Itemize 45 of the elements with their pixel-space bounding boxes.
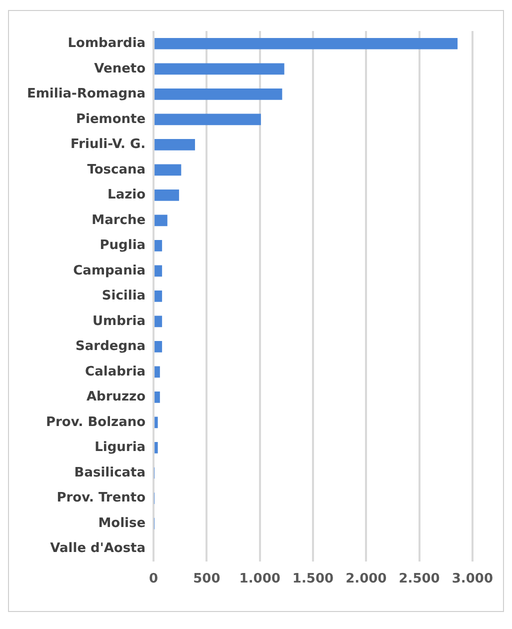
bar <box>154 114 261 126</box>
bar <box>154 442 158 454</box>
x-tick-label: 1.500 <box>292 572 334 587</box>
bar <box>154 316 162 328</box>
x-tick-label: 500 <box>193 572 220 587</box>
y-tick-label: Toscana <box>87 162 146 178</box>
x-tick-label: 1.000 <box>239 572 280 587</box>
x-tick-label: 0 <box>149 572 158 587</box>
bar <box>154 341 162 352</box>
y-tick-label: Prov. Trento <box>56 490 146 506</box>
y-tick-label: Prov. Bolzano <box>46 414 146 430</box>
bar <box>154 38 458 50</box>
y-tick-label: Marche <box>92 212 146 228</box>
y-tick-label: Sicilia <box>102 288 146 304</box>
bar <box>154 214 168 226</box>
y-tick-label: Piemonte <box>76 112 146 127</box>
x-tick-label: 2.000 <box>346 572 387 587</box>
bar <box>154 366 160 378</box>
bar <box>154 240 162 252</box>
bar <box>154 63 284 75</box>
y-tick-label: Veneto <box>94 61 146 76</box>
y-tick-label: Puglia <box>100 238 146 254</box>
x-tick-label: 3.000 <box>452 572 493 587</box>
bar <box>154 416 158 428</box>
y-tick-label: Sardegna <box>76 339 146 354</box>
y-tick-label: Lombardia <box>68 36 146 52</box>
y-tick-label: Molise <box>98 516 146 531</box>
bar <box>154 189 180 201</box>
y-tick-label: Valle d'Aosta <box>50 541 146 556</box>
y-tick-label: Calabria <box>85 364 146 380</box>
y-tick-label: Abruzzo <box>86 390 146 405</box>
y-tick-label: Liguria <box>94 440 146 456</box>
x-tick-label: 2.500 <box>398 572 440 587</box>
bar <box>154 290 162 302</box>
bar <box>154 138 196 150</box>
bar <box>154 265 162 277</box>
y-tick-label: Friuli-V. G. <box>70 137 146 152</box>
bar <box>154 164 182 176</box>
bar <box>154 88 282 100</box>
y-tick-label: Basilicata <box>74 465 146 480</box>
y-tick-label: Lazio <box>108 188 146 203</box>
y-tick-label: Emilia-Romagna <box>26 86 146 102</box>
y-tick-label: Umbria <box>92 314 146 329</box>
bar <box>154 392 160 403</box>
y-tick-label: Campania <box>73 263 146 278</box>
